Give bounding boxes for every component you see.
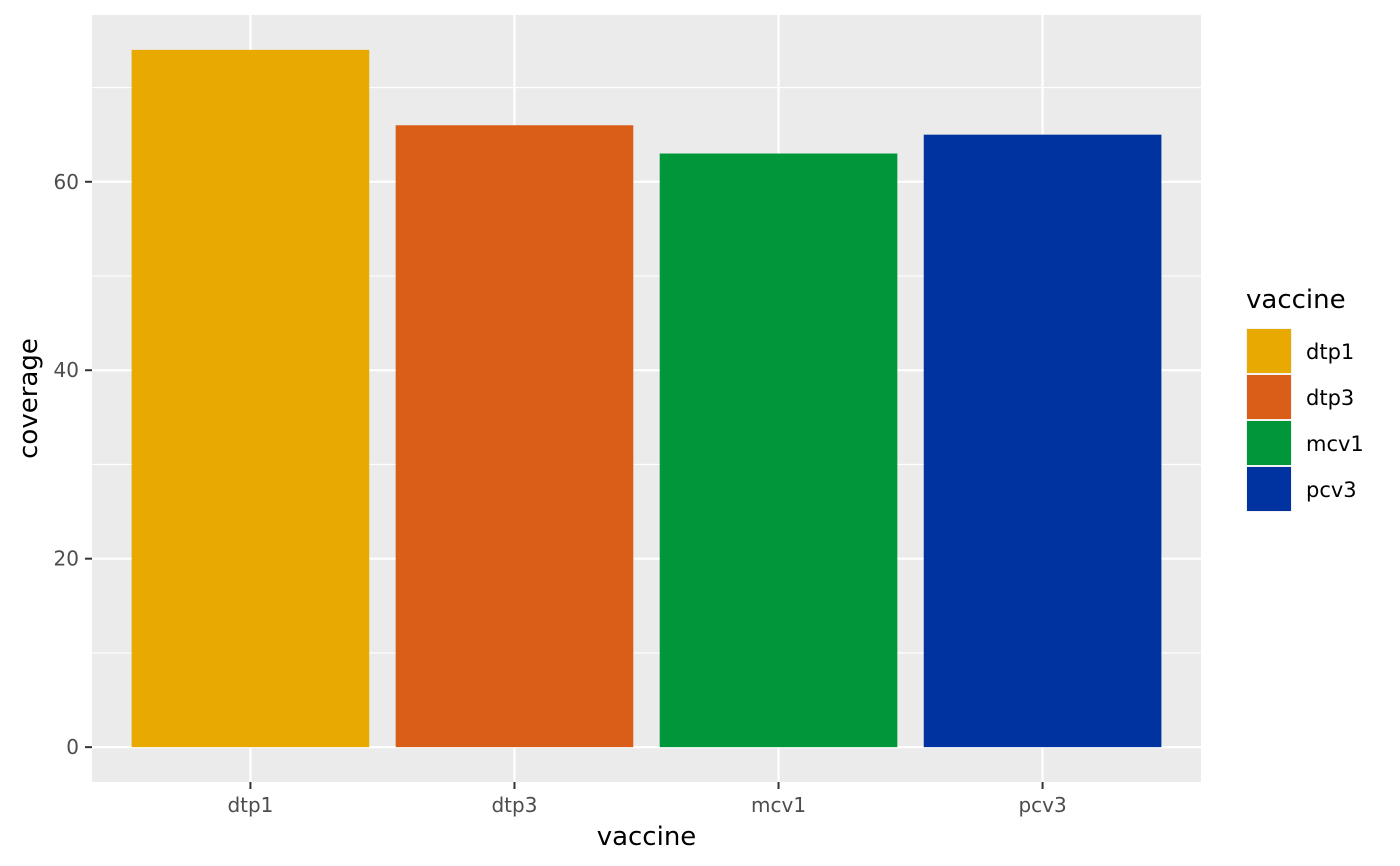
bar-pcv3 (923, 134, 1162, 748)
bar-mcv1 (659, 153, 898, 748)
y-tick-label: 60 (54, 170, 79, 194)
bar-dtp3 (395, 125, 634, 748)
x-tick-label: dtp1 (227, 793, 273, 817)
legend-swatch-pcv3 (1247, 467, 1291, 511)
x-tick-label: pcv3 (1018, 793, 1066, 817)
legend-title: vaccine (1246, 285, 1346, 315)
legend-keys: dtp1 dtp3 mcv1 pcv3 (1246, 328, 1364, 512)
x-tick-label: mcv1 (751, 793, 806, 817)
x-axis-title: vaccine (597, 822, 697, 852)
y-tick-label: 40 (54, 358, 79, 382)
legend-swatch-mcv1 (1247, 421, 1291, 465)
bars-group (131, 49, 1162, 748)
bar-dtp1 (131, 49, 370, 748)
y-axis: 0 20 40 60 (54, 170, 92, 759)
legend: vaccine dtp1 dtp3 mcv1 pcv3 (1246, 285, 1364, 512)
x-axis: dtp1 dtp3 mcv1 pcv3 (227, 782, 1067, 817)
legend-label-dtp3: dtp3 (1306, 386, 1354, 410)
x-tick-label: dtp3 (491, 793, 537, 817)
legend-label-mcv1: mcv1 (1306, 432, 1364, 456)
legend-swatch-dtp1 (1247, 329, 1291, 373)
y-tick-label: 0 (66, 735, 79, 759)
y-tick-label: 20 (54, 547, 79, 571)
legend-label-dtp1: dtp1 (1306, 340, 1354, 364)
legend-label-pcv3: pcv3 (1306, 478, 1357, 502)
y-axis-title: coverage (14, 338, 44, 459)
legend-swatch-dtp3 (1247, 375, 1291, 419)
